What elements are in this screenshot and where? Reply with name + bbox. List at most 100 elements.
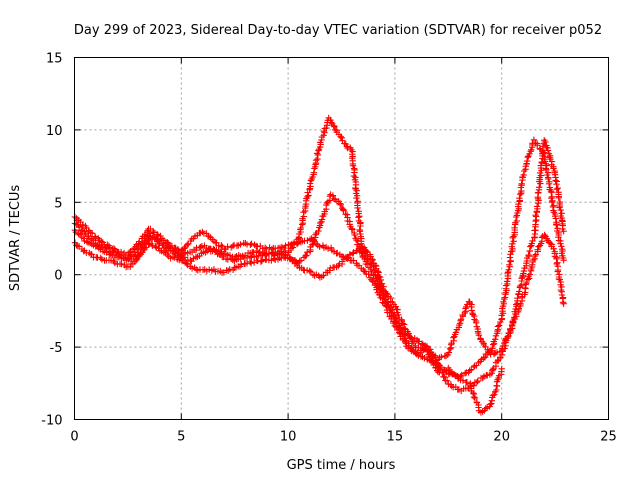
data-point-group: [477, 336, 493, 356]
data-point-group: [316, 267, 333, 281]
data-point-group: [456, 298, 473, 329]
data-point-group: [284, 251, 301, 270]
data-point-group: [241, 258, 258, 268]
data-point-group: [551, 169, 566, 233]
data-point-group: [178, 237, 194, 254]
data-point-group: [359, 254, 376, 276]
data-point-group: [444, 324, 462, 358]
x-tick-label: 10: [280, 430, 297, 445]
data-point-group: [531, 138, 548, 241]
data-point-group: [519, 140, 536, 181]
x-axis-label: GPS time / hours: [287, 458, 396, 473]
data-point-group: [167, 245, 184, 258]
data-point-group: [342, 140, 355, 153]
data-point-group: [295, 249, 311, 267]
data-point-group: [221, 242, 237, 253]
data-point-group: [146, 240, 162, 252]
data-point-group: [242, 240, 258, 248]
data-point-group: [316, 242, 332, 252]
data-point-group: [413, 336, 429, 349]
data-point-group: [327, 191, 344, 207]
data-point-group: [348, 148, 367, 255]
data-point-group: [508, 294, 526, 329]
data-point-group: [135, 227, 151, 247]
data-point-group: [220, 253, 236, 263]
data-point-group: [145, 225, 162, 239]
data-point-group: [551, 213, 567, 262]
data-point-group: [487, 368, 505, 408]
data-point-group: [519, 258, 537, 300]
data-point-group: [231, 253, 247, 265]
data-point-group: [465, 298, 484, 342]
x-tick-label: 25: [600, 430, 617, 445]
data-point-group: [82, 222, 99, 240]
data-point-group: [210, 238, 226, 250]
data-point-group: [338, 251, 354, 268]
data-point-group: [306, 222, 324, 255]
data-point-group: [296, 264, 311, 274]
data-point-group: [488, 316, 505, 354]
data-point-group: [434, 352, 450, 363]
data-point-group: [103, 257, 118, 267]
data-point-group: [529, 233, 546, 264]
chart-title: Day 299 of 2023, Sidereal Day-to-day VTE…: [74, 23, 602, 38]
y-tick-label: 5: [54, 196, 62, 211]
data-point: [498, 365, 505, 373]
data-point-group: [306, 143, 324, 192]
data-point-group: [498, 325, 515, 358]
data-point-group: [467, 380, 483, 414]
data-point-group: [125, 246, 141, 263]
data-point: [560, 228, 567, 235]
data-point: [560, 300, 567, 307]
data-point-group: [93, 254, 108, 264]
data-point-group: [508, 174, 526, 250]
data-point-group: [188, 243, 204, 256]
series-track-1: [71, 136, 567, 381]
grid-layer: [74, 57, 609, 420]
series-track-3: [71, 191, 567, 395]
data-point-group: [359, 243, 376, 263]
data-point-group: [466, 359, 482, 374]
x-tick-label: 5: [177, 430, 185, 445]
data-point: [560, 257, 567, 264]
data-point-group: [369, 256, 387, 290]
data-point-group: [188, 250, 205, 265]
data-point-group: [455, 375, 471, 386]
data-point-group: [392, 303, 408, 332]
data-point-group: [135, 241, 152, 261]
data-point-group: [92, 239, 109, 251]
data-point-group: [294, 237, 311, 247]
plot-frame: [74, 57, 609, 420]
data-point-group: [188, 229, 204, 243]
data-point-group: [146, 230, 162, 243]
data-point-group: [391, 312, 408, 342]
data-point-group: [285, 236, 302, 256]
data-point-group: [156, 247, 172, 260]
data-point-group: [477, 403, 493, 416]
data-point-group: [424, 346, 441, 374]
data-point-group: [488, 354, 504, 377]
y-tick-label: 15: [46, 52, 63, 67]
data-point-group: [124, 255, 141, 271]
data-point-group: [178, 256, 194, 270]
data-point-group: [519, 237, 536, 279]
x-tick-label: 20: [493, 430, 510, 445]
data-point-group: [81, 237, 97, 249]
data-point-group: [82, 230, 97, 244]
data-point-group: [306, 267, 322, 279]
data-point-group: [317, 117, 331, 148]
y-tick-label: 10: [46, 124, 63, 139]
data-point-group: [113, 251, 129, 261]
series-layer: [71, 114, 567, 416]
y-axis-label: SDTVAR / TECUs: [8, 185, 23, 292]
data-point-group: [508, 273, 526, 330]
data-point-group: [348, 257, 365, 272]
data-point-group: [498, 245, 516, 322]
y-tick-label: 0: [54, 269, 62, 284]
data-point-group: [199, 228, 216, 243]
data-point-group: [114, 260, 130, 271]
data-point-group: [92, 242, 108, 255]
data-point-group: [551, 250, 567, 306]
data-point-group: [199, 266, 215, 275]
